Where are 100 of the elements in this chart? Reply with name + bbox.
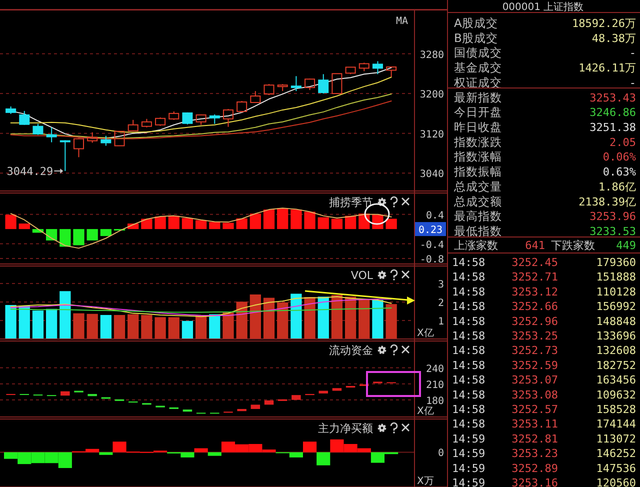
- bar: [99, 452, 113, 455]
- text: 3251.38: [590, 121, 636, 134]
- data-label: 151888: [596, 270, 636, 284]
- category-label: 指数涨跌: [453, 134, 502, 149]
- bar: [86, 314, 98, 339]
- bar: [195, 316, 207, 339]
- category-label: 14:58: [452, 314, 486, 328]
- data-label: 132608: [596, 344, 636, 358]
- bar: [60, 291, 71, 339]
- y-tick-label: 240: [426, 364, 444, 375]
- text: 上涨家数: [454, 239, 498, 252]
- category-label: 14:58: [452, 374, 486, 387]
- text: 641: [525, 239, 545, 252]
- y-axis-title: X万: [417, 476, 434, 487]
- bar: [114, 314, 126, 339]
- data-label: 109632: [596, 388, 636, 402]
- category-label: 14:58: [452, 403, 486, 416]
- bar: [208, 452, 222, 456]
- bar: [195, 220, 207, 230]
- bar: [222, 222, 234, 230]
- category-label: 总成交额: [453, 194, 502, 208]
- bar: [316, 452, 330, 466]
- text: 000001 上证指数: [502, 1, 584, 13]
- category-label: 14:58: [452, 344, 486, 358]
- line-series: [10, 76, 392, 133]
- text: 18592.26万: [572, 17, 636, 30]
- category-label: 14:58: [452, 300, 486, 314]
- y-tick-label: -0.8: [420, 254, 444, 266]
- category-label: 今日开盘: [454, 105, 502, 120]
- data-label: 3252.66: [512, 300, 558, 314]
- annotation: MA: [396, 16, 408, 27]
- data-label: 3253.25: [512, 330, 558, 342]
- data-label: 3253.07: [512, 374, 558, 387]
- bar: [250, 404, 260, 409]
- category-label: 指数振幅: [453, 164, 502, 179]
- data-label: 148848: [596, 314, 636, 328]
- data-label: 174144: [596, 418, 636, 431]
- text: -: [629, 46, 636, 60]
- category-label: B股成交: [454, 30, 498, 45]
- text: 下跌家数: [551, 239, 595, 252]
- bar: [88, 394, 97, 396]
- bar: [277, 302, 288, 339]
- text: 2138.39亿: [578, 195, 636, 208]
- category-label: 昨日收盘: [454, 120, 502, 134]
- bar: [5, 214, 16, 230]
- bar: [237, 408, 246, 412]
- category-label: 最低指数: [454, 224, 502, 238]
- bar: [86, 229, 98, 240]
- y-tick-label: -0.4: [420, 240, 444, 251]
- bar: [32, 310, 44, 339]
- y-axis-title: X亿: [417, 328, 434, 339]
- category-label: 14:58: [452, 285, 486, 298]
- bar: [250, 294, 261, 339]
- data-label: 179360: [596, 256, 636, 269]
- category-label: 14:58: [452, 330, 486, 342]
- bar: [304, 297, 316, 339]
- text: 0.06%: [602, 150, 636, 164]
- text: -: [629, 76, 636, 90]
- bar: [344, 296, 356, 339]
- y-tick-label: 3: [438, 280, 444, 291]
- data-label: 3253.12: [512, 285, 558, 298]
- bar: [182, 218, 194, 230]
- text: 1426.11万: [578, 62, 636, 75]
- category-label: 基金成交: [454, 60, 502, 75]
- bar: [302, 442, 317, 452]
- data-label: 133696: [596, 330, 636, 342]
- bar: [100, 229, 112, 236]
- bar: [386, 304, 397, 339]
- data-label: 3252.57: [512, 403, 558, 416]
- bar: [236, 218, 248, 230]
- data-label: 3252.96: [512, 314, 558, 328]
- data-label: 110128: [596, 285, 636, 298]
- y-tick-label: 2: [438, 298, 444, 310]
- y-axis-title: X亿: [417, 406, 434, 417]
- bar: [154, 317, 166, 339]
- bar: [236, 302, 248, 339]
- candlestick: [46, 126, 57, 143]
- bar: [372, 300, 384, 339]
- bar: [318, 296, 329, 339]
- y-tick-label: 0.4: [426, 210, 444, 222]
- bar: [332, 388, 342, 391]
- text: 1.86亿: [598, 180, 636, 194]
- bar: [290, 210, 302, 230]
- category-label: 14:58: [452, 270, 486, 284]
- category-label: 最高指数: [454, 209, 502, 224]
- y-tick-label: 3120: [420, 129, 444, 140]
- y-tick-label: 1: [438, 316, 444, 328]
- bar: [358, 299, 370, 339]
- bar: [182, 320, 194, 339]
- bar: [318, 390, 328, 394]
- category-label: A股成交: [454, 16, 498, 30]
- ref-line-label: 0: [438, 448, 444, 460]
- y-tick-label: 3280: [420, 50, 444, 61]
- data-label: 3252.81: [512, 432, 558, 446]
- text: 3253.43: [590, 91, 636, 104]
- text: 0.63%: [602, 166, 636, 179]
- bar: [18, 224, 30, 230]
- bar: [292, 395, 301, 400]
- bar: [154, 216, 166, 230]
- y-tick-label: 180: [426, 396, 444, 407]
